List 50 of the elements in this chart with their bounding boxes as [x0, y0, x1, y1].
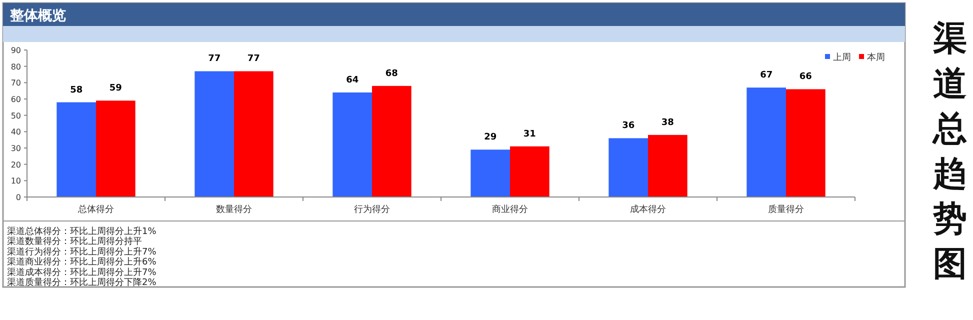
x-tick-label: 商业得分: [492, 204, 528, 215]
y-tick-label: 50: [10, 111, 21, 120]
data-label: 29: [484, 132, 497, 143]
bar: [234, 71, 274, 197]
text: 渠道成本得分：环比上周得分上升7%: [7, 266, 157, 278]
bar: [194, 71, 234, 197]
data-label: 64: [346, 75, 359, 86]
legend-label: 本周: [867, 52, 885, 63]
bar: [56, 102, 96, 197]
legend-label: 上周: [833, 52, 851, 63]
data-label: 58: [70, 85, 83, 96]
bar: [372, 86, 412, 197]
data-label: 67: [760, 70, 773, 81]
text: 渠道行为得分：环比上周得分上升7%: [7, 246, 157, 258]
data-label: 59: [109, 84, 122, 94]
bar: [470, 150, 510, 197]
data-label: 66: [799, 72, 812, 82]
bar: [648, 134, 688, 197]
bar: [786, 89, 826, 197]
data-label: 77: [247, 54, 260, 64]
y-tick-label: 60: [10, 95, 21, 104]
bar: [746, 88, 786, 197]
text: 渠道总体得分：环比上周得分上升1%: [7, 226, 157, 237]
data-label: 31: [523, 129, 536, 140]
data-label: 36: [622, 121, 635, 132]
text: 渠道数量得分：环比上周得分持平: [7, 236, 142, 248]
x-tick-label: 成本得分: [630, 204, 666, 215]
y-tick-label: 70: [10, 78, 21, 88]
x-tick-label: 质量得分: [768, 204, 804, 215]
data-label: 38: [661, 118, 674, 128]
y-tick-label: 40: [10, 128, 21, 137]
bar: [608, 138, 648, 197]
data-label: 68: [385, 68, 398, 79]
text: 渠道商业得分：环比上周得分上升6%: [7, 256, 157, 268]
y-tick-label: 90: [10, 46, 21, 55]
y-tick-label: 0: [16, 193, 21, 202]
y-tick-label: 30: [10, 144, 21, 153]
y-tick-label: 10: [10, 176, 21, 186]
chart-subtitle: 整体概览: [9, 8, 66, 24]
y-tick-label: 80: [10, 62, 21, 72]
x-tick-label: 行为得分: [354, 204, 390, 215]
bar: [510, 146, 550, 197]
bar: [96, 100, 136, 197]
bar: [332, 92, 372, 197]
text: 渠道质量得分：环比上周得分下降2%: [7, 277, 157, 288]
x-tick-label: 总体得分: [77, 204, 114, 215]
text: 渠道总趋势图: [931, 19, 967, 284]
data-label: 77: [208, 54, 221, 64]
y-tick-label: 20: [10, 160, 21, 170]
x-tick-label: 数量得分: [216, 204, 252, 215]
